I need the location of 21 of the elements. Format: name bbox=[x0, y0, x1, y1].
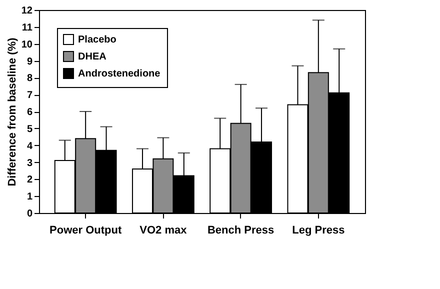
y-tick-label: 0 bbox=[26, 208, 33, 220]
y-tick-label: 5 bbox=[26, 124, 33, 135]
legend-label: Androstenedione bbox=[78, 68, 161, 80]
y-tick-label: 1 bbox=[26, 192, 33, 203]
x-tick-label: Leg Press bbox=[292, 224, 345, 236]
x-tick-label: Bench Press bbox=[207, 224, 274, 236]
y-tick-label: 12 bbox=[21, 6, 33, 16]
legend-label: DHEA bbox=[78, 52, 106, 62]
y-tick-label: 3 bbox=[26, 158, 33, 169]
y-tick-label: 2 bbox=[26, 174, 33, 186]
y-tick-label: 8 bbox=[26, 73, 33, 84]
legend-label: Placebo bbox=[78, 34, 116, 46]
y-tick-label: 10 bbox=[21, 39, 33, 50]
y-tick-label: 11 bbox=[22, 22, 33, 34]
y-tick-label: 7 bbox=[26, 90, 33, 102]
x-tick-label: VO2 max bbox=[140, 224, 188, 236]
y-tick-label: 4 bbox=[26, 140, 33, 152]
y-tick-label: 6 bbox=[26, 107, 33, 118]
y-tick-label: 9 bbox=[26, 56, 33, 68]
x-tick-label: Power Output bbox=[50, 224, 122, 236]
y-axis-title: Difference from baseline (%) bbox=[6, 37, 18, 186]
